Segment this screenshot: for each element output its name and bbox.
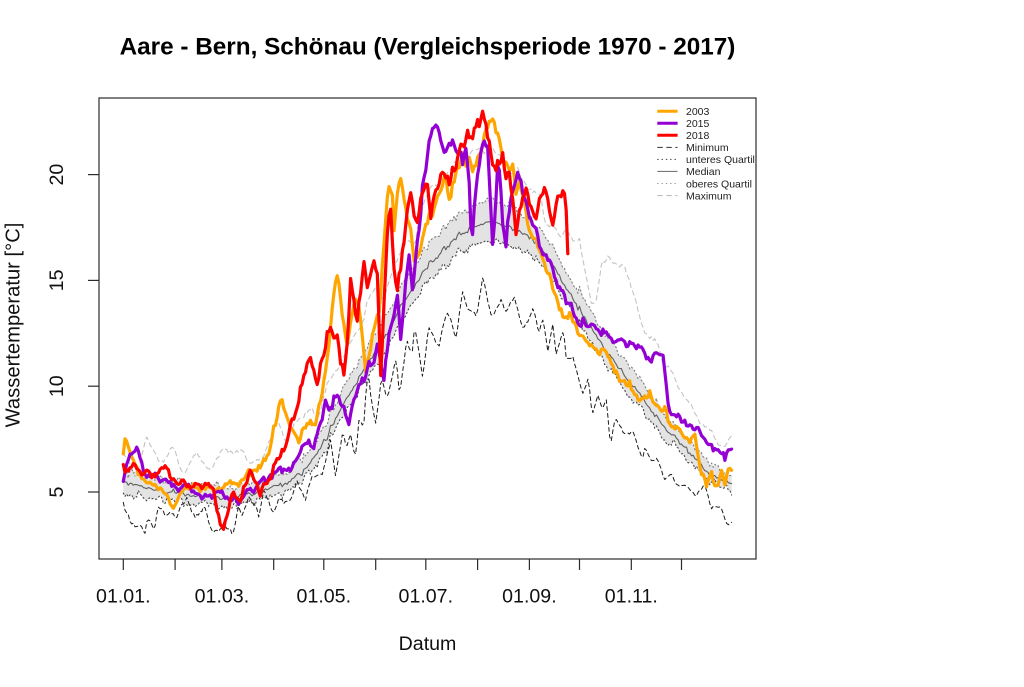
svg-text:15: 15: [46, 269, 68, 291]
svg-text:Minimum: Minimum: [686, 142, 729, 154]
svg-text:01.05.: 01.05.: [297, 586, 351, 608]
svg-text:01.07.: 01.07.: [399, 586, 453, 608]
svg-text:01.09.: 01.09.: [502, 586, 556, 608]
svg-text:oberes Quartil: oberes Quartil: [686, 178, 752, 190]
svg-text:2015: 2015: [686, 118, 710, 130]
svg-text:20: 20: [46, 164, 68, 186]
svg-text:unteres Quartil: unteres Quartil: [686, 154, 755, 166]
svg-text:10: 10: [46, 375, 68, 397]
svg-text:5: 5: [46, 486, 68, 497]
svg-text:Datum: Datum: [399, 633, 457, 655]
svg-text:Median: Median: [686, 166, 721, 178]
svg-text:01.11.: 01.11.: [605, 586, 658, 608]
svg-text:01.01.: 01.01.: [96, 586, 150, 608]
svg-text:2018: 2018: [686, 130, 710, 142]
svg-text:Wassertemperatur [°C]: Wassertemperatur [°C]: [3, 223, 25, 428]
svg-text:2003: 2003: [686, 106, 710, 118]
svg-text:Aare - Bern, Schönau (Vergleic: Aare - Bern, Schönau (Vergleichsperiode …: [120, 34, 736, 61]
svg-text:01.03.: 01.03.: [195, 586, 249, 608]
svg-text:Maximum: Maximum: [686, 190, 732, 202]
